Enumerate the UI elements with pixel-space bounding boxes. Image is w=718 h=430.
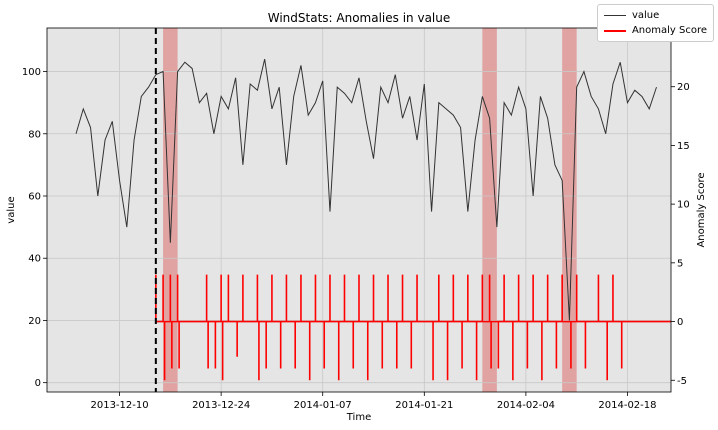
y-axis-ticks: 0 20 40 60 80 100	[22, 67, 47, 389]
x-axis-label: Time	[346, 412, 371, 423]
y-axis-right-label: Anomaly Score	[696, 172, 707, 247]
x-tick-label-0: 2013-12-10	[90, 400, 148, 411]
y-tick-label-4: 80	[28, 129, 41, 140]
anomaly-span-2	[562, 28, 577, 392]
anomaly-span-0	[163, 28, 178, 392]
x-tick-label-5: 2014-02-18	[598, 400, 656, 411]
y-tick-label-0: 0	[35, 378, 41, 389]
y-axis-label: value	[6, 196, 17, 223]
plot-frame	[46, 27, 672, 393]
legend-label-anomaly-score: Anomaly Score	[631, 25, 707, 36]
x-tick-label-4: 2014-02-04	[497, 400, 555, 411]
y2-tick-label-2: 5	[677, 258, 683, 269]
series-anomaly-score-line	[155, 274, 671, 381]
y2-tick-label-5: 20	[677, 82, 690, 93]
legend-swatch-anomaly-score	[603, 29, 626, 32]
y-tick-label-3: 60	[28, 192, 41, 203]
legend-item-value: value	[603, 8, 707, 23]
legend-label-value: value	[631, 10, 660, 21]
x-axis-ticks: 2013-12-10 2013-12-24 2014-01-07 2014-01-21…	[90, 392, 657, 411]
series-layer	[75, 58, 671, 381]
y2-tick-label-0: -5	[677, 376, 687, 387]
chart-title: WindStats: Anomalies in value	[268, 11, 451, 25]
plot-area	[47, 28, 671, 392]
legend-swatch-value	[603, 15, 626, 16]
x-tick-label-2: 2014-01-07	[294, 400, 352, 411]
y2-tick-label-4: 15	[677, 141, 690, 152]
anomaly-span-1	[482, 28, 497, 392]
series-value-line	[75, 58, 657, 321]
x-tick-label-1: 2013-12-24	[192, 400, 250, 411]
y2-tick-label-3: 10	[677, 200, 690, 211]
anomaly-spans	[163, 28, 577, 392]
x-tick-label-3: 2014-01-21	[395, 400, 453, 411]
y-tick-label-2: 40	[28, 254, 41, 265]
legend-item-anomaly-score: Anomaly Score	[603, 23, 707, 38]
y-axis-right-ticks: -5 0 5 10 15 20	[671, 82, 690, 387]
y-tick-label-1: 20	[28, 316, 41, 327]
legend: value Anomaly Score	[596, 4, 714, 42]
y2-tick-label-1: 0	[677, 317, 683, 328]
y-tick-label-5: 100	[22, 67, 41, 78]
